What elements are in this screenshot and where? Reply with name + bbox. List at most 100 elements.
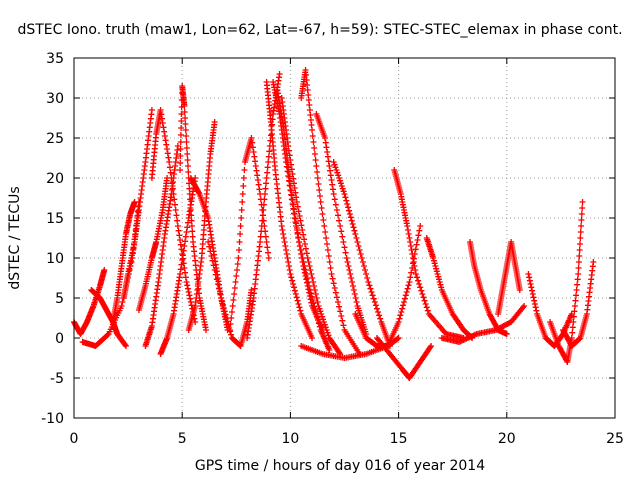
data-point-plus bbox=[241, 167, 248, 173]
x-tick-label: 15 bbox=[390, 431, 408, 447]
data-point-plus bbox=[293, 194, 300, 201]
data-point-plus bbox=[572, 297, 579, 304]
data-point-plus bbox=[288, 161, 295, 168]
data-point-plus bbox=[294, 297, 301, 304]
data-point-plus bbox=[214, 281, 221, 287]
data-point-plus bbox=[305, 279, 312, 285]
data-point-plus bbox=[433, 268, 440, 275]
data-point-plus bbox=[290, 201, 297, 208]
data-point-plus bbox=[169, 185, 176, 192]
data-point-plus bbox=[161, 133, 168, 139]
data-point-plus bbox=[178, 111, 185, 117]
data-point-plus bbox=[291, 206, 298, 213]
data-point-plus bbox=[570, 319, 577, 325]
data-point-plus bbox=[264, 244, 271, 251]
data-point-plus bbox=[148, 107, 155, 113]
data-point-plus bbox=[288, 192, 295, 199]
data-point-plus bbox=[182, 233, 189, 240]
data-point-plus bbox=[314, 299, 321, 305]
data-point-plus bbox=[228, 315, 235, 321]
data-point-plus bbox=[187, 201, 194, 208]
data-point-plus bbox=[372, 302, 379, 309]
data-point-plus bbox=[574, 281, 581, 288]
data-point-plus bbox=[257, 239, 264, 245]
data-point-plus bbox=[163, 141, 170, 148]
data-point-plus bbox=[354, 239, 361, 245]
data-point-plus bbox=[170, 191, 177, 197]
data-point-plus bbox=[312, 307, 319, 313]
data-point-plus bbox=[160, 124, 167, 131]
data-point-plus bbox=[175, 227, 182, 234]
data-point-plus bbox=[330, 191, 337, 197]
data-point-plus bbox=[322, 139, 329, 146]
data-point-plus bbox=[321, 223, 328, 229]
data-point-plus bbox=[322, 135, 329, 141]
data-point-plus bbox=[295, 208, 302, 215]
data-point-plus bbox=[234, 261, 241, 267]
series-28 bbox=[467, 239, 510, 337]
data-point-plus bbox=[167, 169, 174, 176]
data-point-plus bbox=[177, 146, 184, 152]
data-point-plus bbox=[579, 199, 586, 205]
data-point-plus bbox=[237, 231, 244, 237]
data-point-plus bbox=[165, 154, 172, 161]
data-point-plus bbox=[337, 308, 344, 315]
data-point-plus bbox=[166, 164, 173, 171]
data-point-plus bbox=[258, 228, 265, 235]
data-point-plus bbox=[265, 159, 272, 165]
data-point-plus bbox=[311, 283, 318, 289]
data-point-plus bbox=[331, 161, 338, 168]
data-point-plus bbox=[325, 253, 332, 259]
data-point-plus bbox=[348, 275, 355, 281]
data-point-plus bbox=[227, 321, 234, 327]
data-point-plus bbox=[526, 277, 533, 284]
data-point-plus bbox=[416, 227, 423, 234]
series-6 bbox=[135, 175, 171, 313]
data-point-plus bbox=[325, 332, 332, 339]
data-point-plus bbox=[104, 332, 111, 338]
data-point-plus bbox=[339, 233, 346, 240]
data-point-plus bbox=[363, 271, 370, 277]
data-point-plus bbox=[265, 153, 272, 160]
data-point-plus bbox=[525, 271, 532, 277]
data-point-plus bbox=[328, 271, 335, 277]
data-point-plus bbox=[180, 247, 187, 254]
data-point-plus bbox=[264, 164, 271, 171]
data-point-plus bbox=[336, 217, 343, 224]
data-point-plus bbox=[279, 227, 286, 233]
data-point-plus bbox=[297, 247, 304, 253]
data-point-plus bbox=[188, 223, 195, 229]
data-point-plus bbox=[185, 289, 192, 295]
series-15 bbox=[244, 71, 283, 341]
data-point-plus bbox=[531, 297, 538, 304]
data-point-plus bbox=[228, 331, 235, 338]
data-point-plus bbox=[186, 185, 193, 192]
data-point-plus bbox=[234, 267, 241, 273]
data-point-plus bbox=[338, 313, 345, 319]
data-point-plus bbox=[331, 285, 338, 291]
data-point-plus bbox=[394, 335, 401, 342]
data-point-plus bbox=[329, 275, 336, 282]
data-point-plus bbox=[288, 166, 295, 173]
data-point-plus bbox=[435, 276, 442, 283]
data-point-plus bbox=[529, 291, 536, 297]
data-point-plus bbox=[291, 185, 298, 191]
data-point-plus bbox=[173, 212, 180, 219]
data-point-plus bbox=[310, 279, 317, 285]
data-point-plus bbox=[302, 241, 309, 247]
data-point-plus bbox=[352, 295, 359, 301]
data-point-plus bbox=[306, 287, 313, 293]
data-point-plus bbox=[280, 231, 287, 237]
data-point-plus bbox=[569, 324, 576, 331]
data-point-plus bbox=[269, 121, 276, 128]
data-point-plus bbox=[171, 196, 178, 203]
data-point-plus bbox=[438, 284, 445, 291]
data-point-plus bbox=[168, 175, 175, 181]
data-point-plus bbox=[293, 199, 300, 205]
data-point-plus bbox=[263, 239, 270, 245]
data-point-plus bbox=[337, 351, 344, 357]
data-point-plus bbox=[412, 267, 419, 273]
data-point-plus bbox=[183, 133, 190, 139]
data-point-plus bbox=[259, 212, 266, 219]
data-point-plus bbox=[342, 194, 349, 201]
